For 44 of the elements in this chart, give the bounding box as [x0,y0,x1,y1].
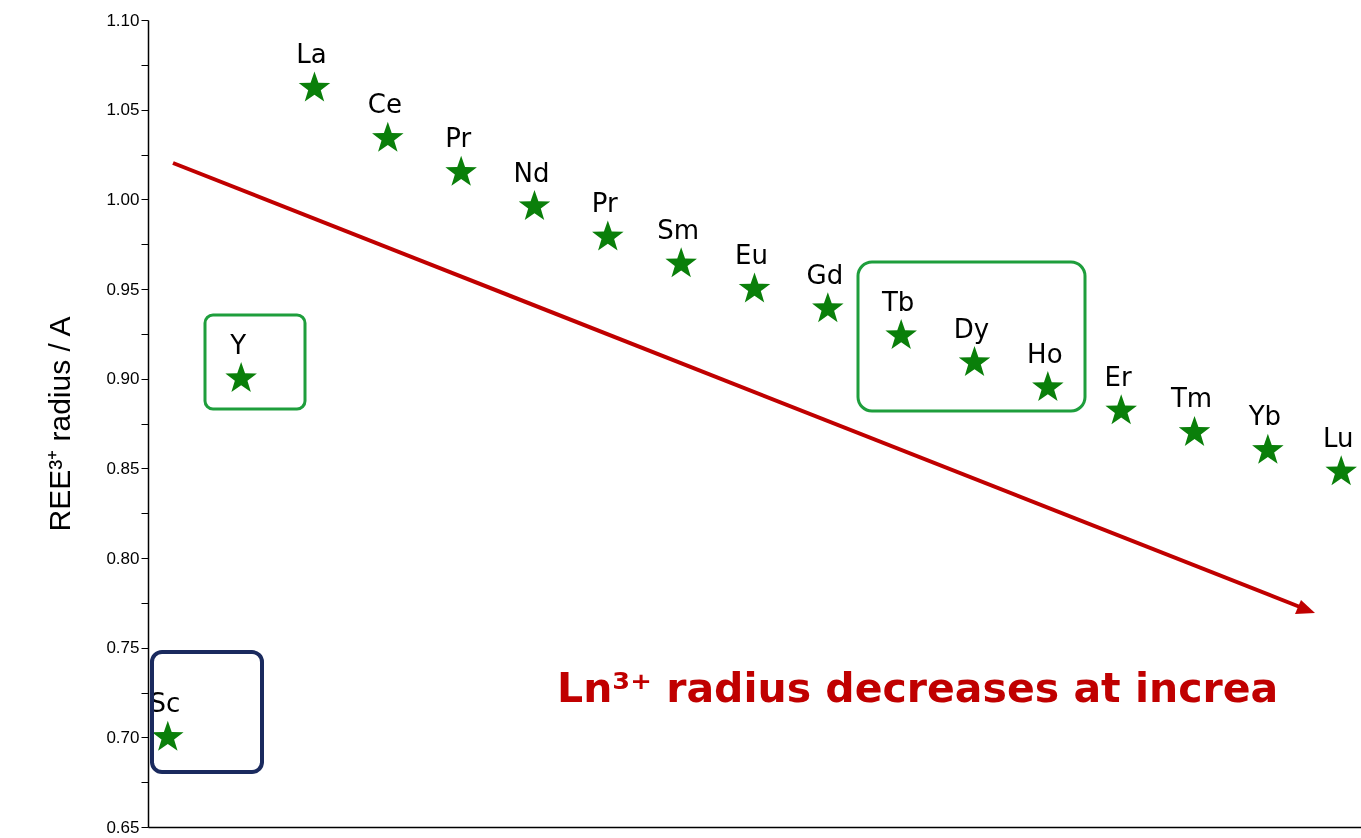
annotation: Ln³⁺ radius decreases at increa [557,664,1279,712]
series-label: Ho [1027,338,1063,369]
series-label: Gd [806,259,844,290]
series-label: Dy [953,313,990,344]
point [1252,433,1284,464]
point [1032,371,1064,402]
series-label: Lu [1322,422,1354,453]
point [298,71,331,102]
series-label: Eu [735,240,768,270]
point [1325,455,1357,486]
point [372,121,404,152]
y-tick-label: 0.85 [106,458,140,478]
series-label: Tm [1169,383,1213,414]
y-tick-label: 0.65 [106,817,140,837]
y-tick-label: 0.70 [106,727,140,747]
y-tick-label: 0.80 [106,548,140,568]
point [1178,415,1211,446]
series-label: Yb [1247,401,1282,432]
y-tick-label: 0.95 [106,279,140,299]
series-label: Sm [657,214,700,245]
point [738,272,771,303]
point [885,319,917,350]
series-label: Er [1104,361,1133,392]
point [152,720,184,751]
y-tick-label: 1.00 [106,189,140,209]
series-label: La [296,39,327,70]
y-tick-label: 1.05 [106,100,140,120]
y-tick-label: 1.10 [106,10,140,30]
point [592,220,624,251]
series-label: Y [229,329,247,360]
series-label: Pr [445,123,472,154]
series-label: Nd [513,157,550,188]
series-label: Ce [367,89,402,120]
y-tick-label: 0.75 [106,638,140,658]
point [665,247,697,278]
series-label: Tb [880,286,915,317]
series-label: Pr [591,187,619,218]
point [812,292,844,323]
point [958,345,991,376]
point [1105,394,1137,425]
point [445,155,477,186]
y-axis-title: REE³⁺ radius / A [43,316,77,532]
point [518,189,551,220]
y-tick-label: 0.90 [106,369,140,389]
